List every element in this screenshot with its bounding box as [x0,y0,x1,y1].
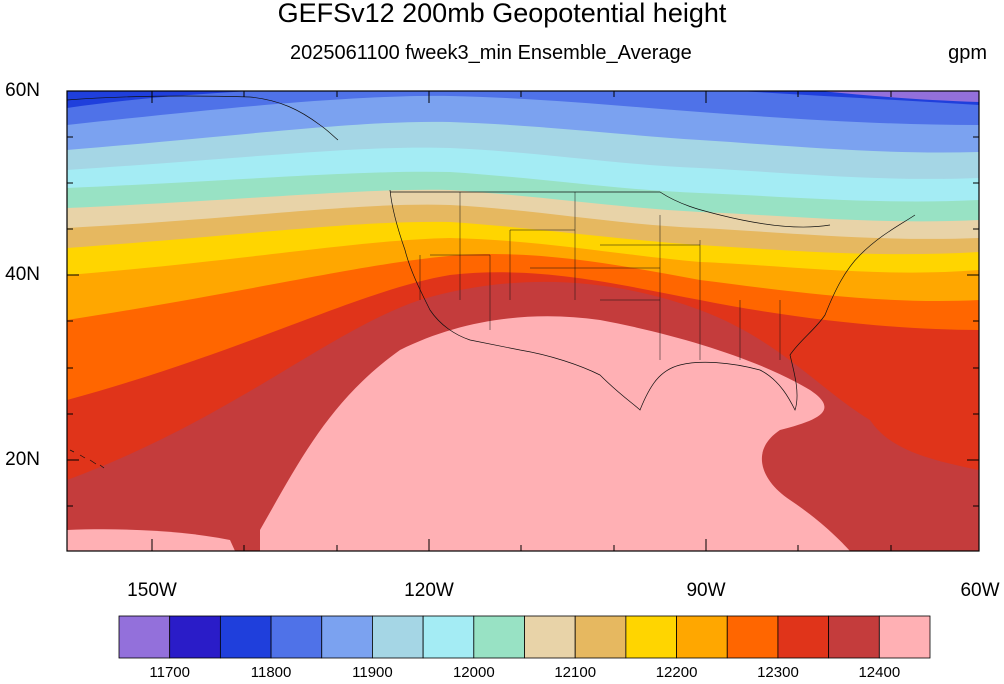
colorbar-label: 11700 [149,664,190,681]
alaska-coast [67,95,339,141]
lat-label-20n: 20N [5,449,40,470]
lon-label-120w: 120W [404,580,454,601]
colorbar-label: 12400 [858,664,901,681]
colorbar-swatch [219,615,272,659]
lon-label-150w: 150W [127,580,177,601]
colorbar-swatch [574,615,627,659]
colorbar-swatch [169,615,221,659]
map-subtitle: 2025061100 fweek3_min Ensemble_Average [290,42,692,64]
state-lines [419,192,781,360]
contour-fill [67,91,979,551]
colorbar [118,615,931,659]
colorbar-label: 12300 [757,664,799,681]
coastlines [67,95,916,469]
colorbar-swatch [473,615,525,659]
us-canada-border [390,191,831,228]
colorbar-label: 12100 [554,664,597,681]
lat-label-40n: 40N [5,264,40,285]
band-12400 [260,316,850,551]
band-11700 [820,91,979,102]
colorbar-swatch [118,615,171,659]
colorbar-swatch [878,615,931,659]
colorbar-swatch [270,615,323,659]
lon-label-90w: 90W [686,580,726,601]
colorbar-swatch [676,615,728,659]
colorbar-swatch [422,615,475,659]
colorbar-swatch [321,615,373,659]
colorbar-swatch [625,615,677,659]
units-label: gpm [948,42,987,64]
lon-label-60w: 60W [960,580,1000,601]
colorbar-swatch [524,615,576,659]
map-title: GEFSv12 200mb Geopotential height [277,0,727,28]
hawaii [69,449,105,469]
lat-label-60n: 60N [5,80,40,101]
band-11800 [67,91,979,125]
colorbar-label: 12200 [655,664,698,681]
axis-ticks [67,91,979,551]
colorbar-label: 11800 [250,664,292,681]
north-america-coast [389,189,916,411]
colorbar-swatch [372,615,424,659]
colorbar-swatch [828,615,880,659]
colorbar-label: 11900 [352,664,393,681]
colorbar-label: 12000 [452,664,495,681]
band-12400-west [67,529,235,551]
colorbar-swatch [777,615,830,659]
colorbar-swatch [726,615,779,659]
